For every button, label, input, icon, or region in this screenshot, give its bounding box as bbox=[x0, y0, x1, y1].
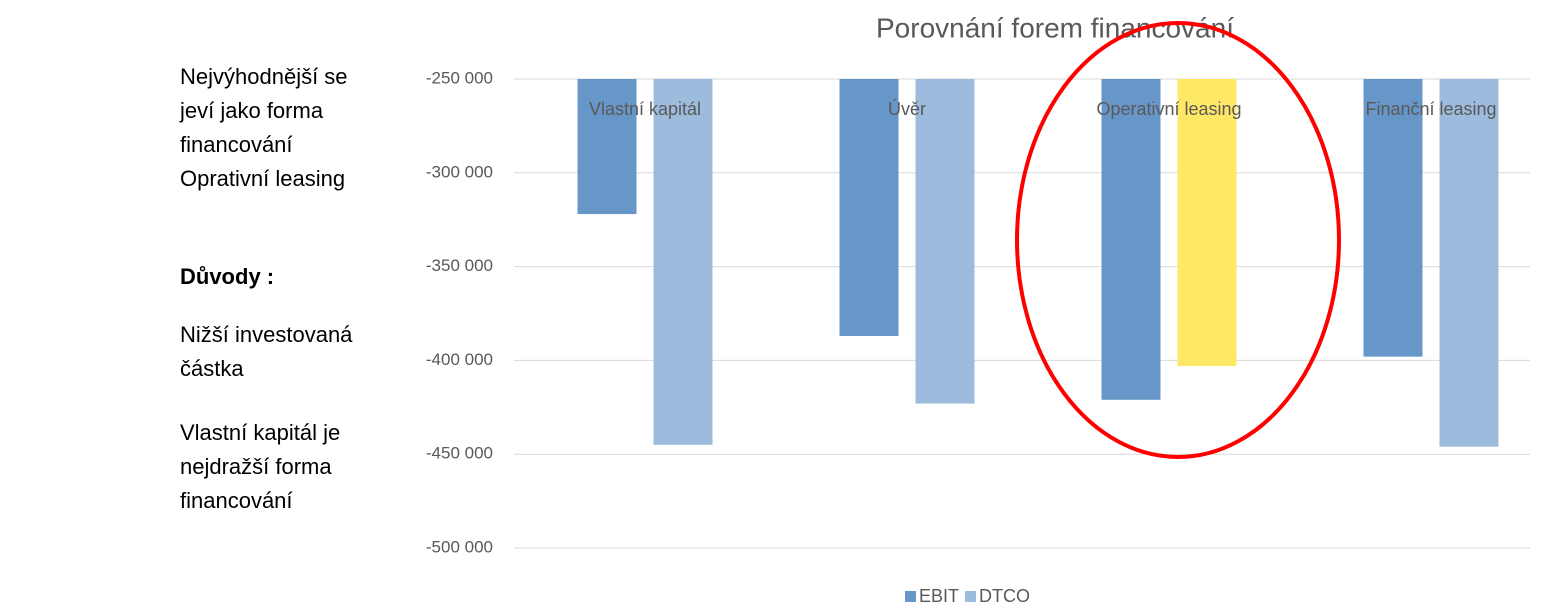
y-tick-label: -450 000 bbox=[426, 444, 493, 463]
highlight-ellipse bbox=[1015, 21, 1341, 459]
bar bbox=[1363, 79, 1423, 357]
y-tick-label: -300 000 bbox=[426, 162, 493, 181]
category-label: Vlastní kapitál bbox=[589, 99, 701, 119]
legend-swatch bbox=[905, 591, 916, 602]
bar bbox=[653, 79, 713, 445]
category-label: Operativní leasing bbox=[1096, 99, 1241, 119]
bar bbox=[1177, 79, 1237, 367]
legend-label: EBIT bbox=[919, 586, 959, 606]
bar bbox=[1439, 79, 1499, 447]
bar bbox=[1101, 79, 1161, 400]
reasons-heading: Důvody : bbox=[180, 264, 275, 289]
y-tick-label: -500 000 bbox=[426, 537, 493, 556]
bar bbox=[915, 79, 975, 404]
conclusion: Nejvýhodnější se jeví jako forma financo… bbox=[180, 64, 348, 191]
reason: Vlastní kapitál je nejdražší forma finan… bbox=[180, 420, 341, 513]
legend-swatch bbox=[965, 591, 976, 602]
reason: Nižší investovaná částka bbox=[180, 322, 353, 381]
chart-title: Porovnání forem financování bbox=[876, 12, 1234, 43]
bar bbox=[577, 79, 637, 215]
y-tick-label: -250 000 bbox=[426, 68, 493, 87]
bar bbox=[839, 79, 899, 337]
y-tick-label: -350 000 bbox=[426, 256, 493, 275]
legend-label: DTCO bbox=[979, 586, 1030, 606]
category-label: Úvěr bbox=[888, 98, 926, 119]
category-label: Finanční leasing bbox=[1365, 99, 1496, 119]
y-tick-label: -400 000 bbox=[426, 350, 493, 369]
